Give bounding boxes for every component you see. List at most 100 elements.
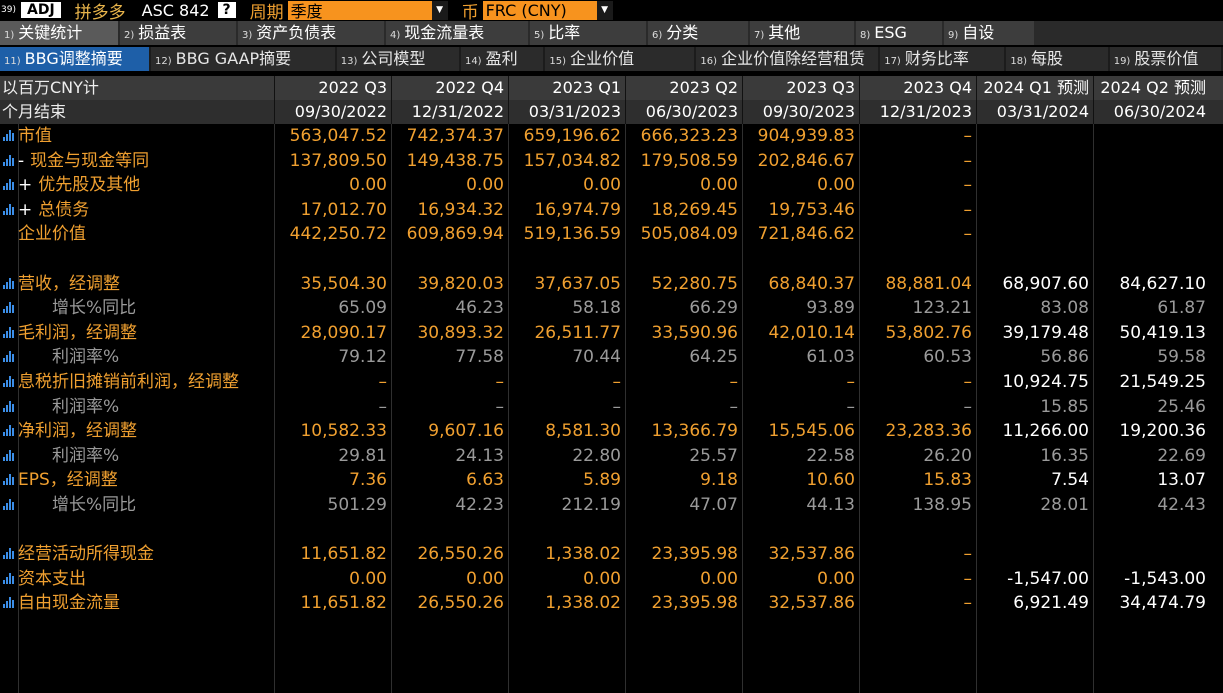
table-row[interactable]: 利润率% 29.81 24.13 22.80 25.57 22.58 26.20 16.35 2… [0,444,1223,468]
chevron-down-icon[interactable]: ▼ [596,0,613,20]
date-header-row: 个月结束 09/30/2022 12/31/2022 03/31/2023 06/30… [0,100,1223,124]
table-row[interactable]: 增长%同比 501.29 42.23 212.19 47.07 44.13 138.95 28… [0,493,1223,517]
subtab-12[interactable]: 12) BBG GAAP摘要 [151,47,335,71]
adj-button[interactable]: ADJ [21,2,61,18]
row-label: 增长%同比 [18,493,274,517]
chart-icon[interactable] [0,198,18,222]
cell-value: 17,012.70 [300,199,387,220]
row-sign: + [18,175,33,196]
table-row[interactable]: 资本支出 0.00 0.00 0.00 0.00 0.00 – -1,547.00 -1,543… [0,567,1223,591]
chart-icon[interactable] [0,419,18,443]
table-row[interactable]: 自由现金流量 11,651.82 26,550.26 1,338.02 23,395.9… [0,591,1223,615]
subtab-19[interactable]: 19) 股票价值 [1109,47,1221,71]
icon-spacer [0,247,18,271]
period-header[interactable]: 2024 Q1 预测 [976,76,1093,100]
table-row[interactable]: 净利润，经调整 10,582.33 9,607.16 8,581.30 13,366.7… [0,419,1223,443]
period-header[interactable]: 2024 Q2 预测 [1093,76,1210,100]
table-row[interactable]: 利润率% – – – – – – 15.85 25.46 [0,395,1223,419]
cell-value [625,518,742,542]
chart-icon[interactable] [0,149,18,173]
chart-icon[interactable] [0,296,18,320]
command-bar: 39) ADJ 拼多多 ASC 842 ? 周期 季度 ▼ 币 FRC (CNY… [0,0,1223,23]
tab-4[interactable]: 4) 现金流量表 [386,21,528,45]
tab-9[interactable]: 9) 自设 [944,21,1034,45]
subtab-18[interactable]: 18) 每股 [1006,47,1108,71]
cell-value: 11,651.82 [300,593,387,614]
chart-icon[interactable] [0,370,18,394]
cell-value: 56.86 [1040,347,1089,368]
row-label-text: 息税折旧摊销前利润，经调整 [18,372,239,392]
cell-value: 15,545.06 [768,421,855,442]
subtab-11[interactable]: 11) BBG调整摘要 [0,47,149,71]
chart-icon[interactable] [0,542,18,566]
table-row[interactable]: + 优先股及其他 0.00 0.00 0.00 0.00 0.00 – [0,173,1223,197]
cell-value: 44.13 [806,495,855,515]
table-row[interactable]: 利润率% 79.12 77.58 70.44 64.25 61.03 60.53 56.86 5… [0,345,1223,369]
row-label-text: 利润率% [52,396,120,417]
subtab-16[interactable]: 16) 企业价值除经营租赁 [696,47,879,71]
tab-1[interactable]: 1) 关键统计 [0,21,118,45]
help-button[interactable]: ? [217,2,236,18]
cell-value: 79.12 [338,347,387,368]
chart-icon[interactable] [0,345,18,369]
chart-icon[interactable] [0,493,18,517]
tab-8[interactable]: 8) ESG [856,21,942,45]
period-header[interactable]: 2023 Q4 [859,76,976,100]
subtab-15[interactable]: 15) 企业价值 [545,47,695,71]
subtab-17[interactable]: 17) 财务比率 [880,47,1005,71]
date-header: 12/31/2023 [859,100,976,124]
table-row[interactable]: 营收，经调整 35,504.30 39,820.03 37,637.05 52,280.… [0,272,1223,296]
cell-value [1093,542,1210,566]
cell-value: 68,907.60 [1002,273,1089,294]
tab-3[interactable]: 3) 资产负债表 [238,21,384,45]
table-row[interactable]: 增长%同比 65.09 46.23 58.18 66.29 93.89 123.21 83.0… [0,296,1223,320]
period-header[interactable]: 2022 Q4 [391,76,508,100]
subtab-13[interactable]: 13) 公司模型 [336,47,459,71]
table-row[interactable]: 市值 563,047.52 742,374.37 659,196.62 666,323.… [0,124,1223,148]
period-header[interactable]: 2023 Q1 [508,76,625,100]
period-dropdown[interactable]: 季度 ▼ [287,0,448,21]
currency-dropdown[interactable]: FRC (CNY) ▼ [482,0,613,20]
period-header[interactable]: 2023 Q2 [625,76,742,100]
chart-icon[interactable] [0,124,18,148]
chart-icon[interactable] [0,321,18,345]
table-row[interactable]: EPS，经调整 7.36 6.63 5.89 9.18 10.60 15.83 7.54 13.… [0,468,1223,492]
chart-icon[interactable] [0,591,18,615]
cell-value: 26,550.26 [417,593,504,614]
cell-value: 32,537.86 [768,544,855,565]
chart-icon[interactable] [0,272,18,296]
tab-7[interactable]: 7) 其他 [750,21,854,45]
tab-6[interactable]: 6) 分类 [648,21,748,45]
table-row[interactable]: 息税折旧摊销前利润，经调整 – – – – – – 10,924.75 21,549.25 [0,370,1223,394]
subtab-14[interactable]: 14) 盈利 [460,47,544,71]
table-row[interactable]: + 总债务 17,012.70 16,934.32 16,974.79 18,269.45… [0,198,1223,222]
cell-value: 61.03 [806,347,855,368]
cell-value: 1,338.02 [545,544,621,565]
cell-value: 6,921.49 [1013,593,1089,614]
sub-tab-bar: 11) BBG调整摘要 12) BBG GAAP摘要 13) 公司模型 14) 盈利 15) 企业… [0,47,1223,71]
table-row[interactable]: - 现金与现金等同 137,809.50 149,438.75 157,034.82 17… [0,149,1223,173]
table-row[interactable]: 毛利润，经调整 28,090.17 30,893.32 26,511.77 33,590… [0,321,1223,345]
chart-icon[interactable] [0,173,18,197]
chart-icon[interactable] [0,395,18,419]
table-row[interactable]: 经营活动所得现金 11,651.82 26,550.26 1,338.02 23,395… [0,542,1223,566]
cell-value: 563,047.52 [289,126,387,146]
period-header[interactable]: 2022 Q3 [274,76,391,100]
cell-value: 39,820.03 [417,273,504,294]
cell-value [976,198,1093,222]
cell-value: 88,881.04 [885,273,972,294]
cell-value: 0.00 [583,568,621,589]
chevron-down-icon[interactable]: ▼ [431,0,448,20]
period-header[interactable]: 2023 Q3 [742,76,859,100]
cell-value: 0.00 [817,568,855,589]
row-label-text: 资本支出 [18,568,86,589]
cell-value: 47.07 [689,495,738,515]
tab-2[interactable]: 2) 损益表 [120,21,236,45]
cell-value: 32,537.86 [768,593,855,614]
chart-icon[interactable] [0,444,18,468]
chart-icon[interactable] [0,468,18,492]
chart-icon[interactable] [0,567,18,591]
tab-5[interactable]: 5) 比率 [530,21,646,45]
table-row[interactable]: 企业价值 442,250.72 609,869.94 519,136.59 505,08… [0,222,1223,246]
unit-label: 以百万CNY计 [2,78,99,97]
